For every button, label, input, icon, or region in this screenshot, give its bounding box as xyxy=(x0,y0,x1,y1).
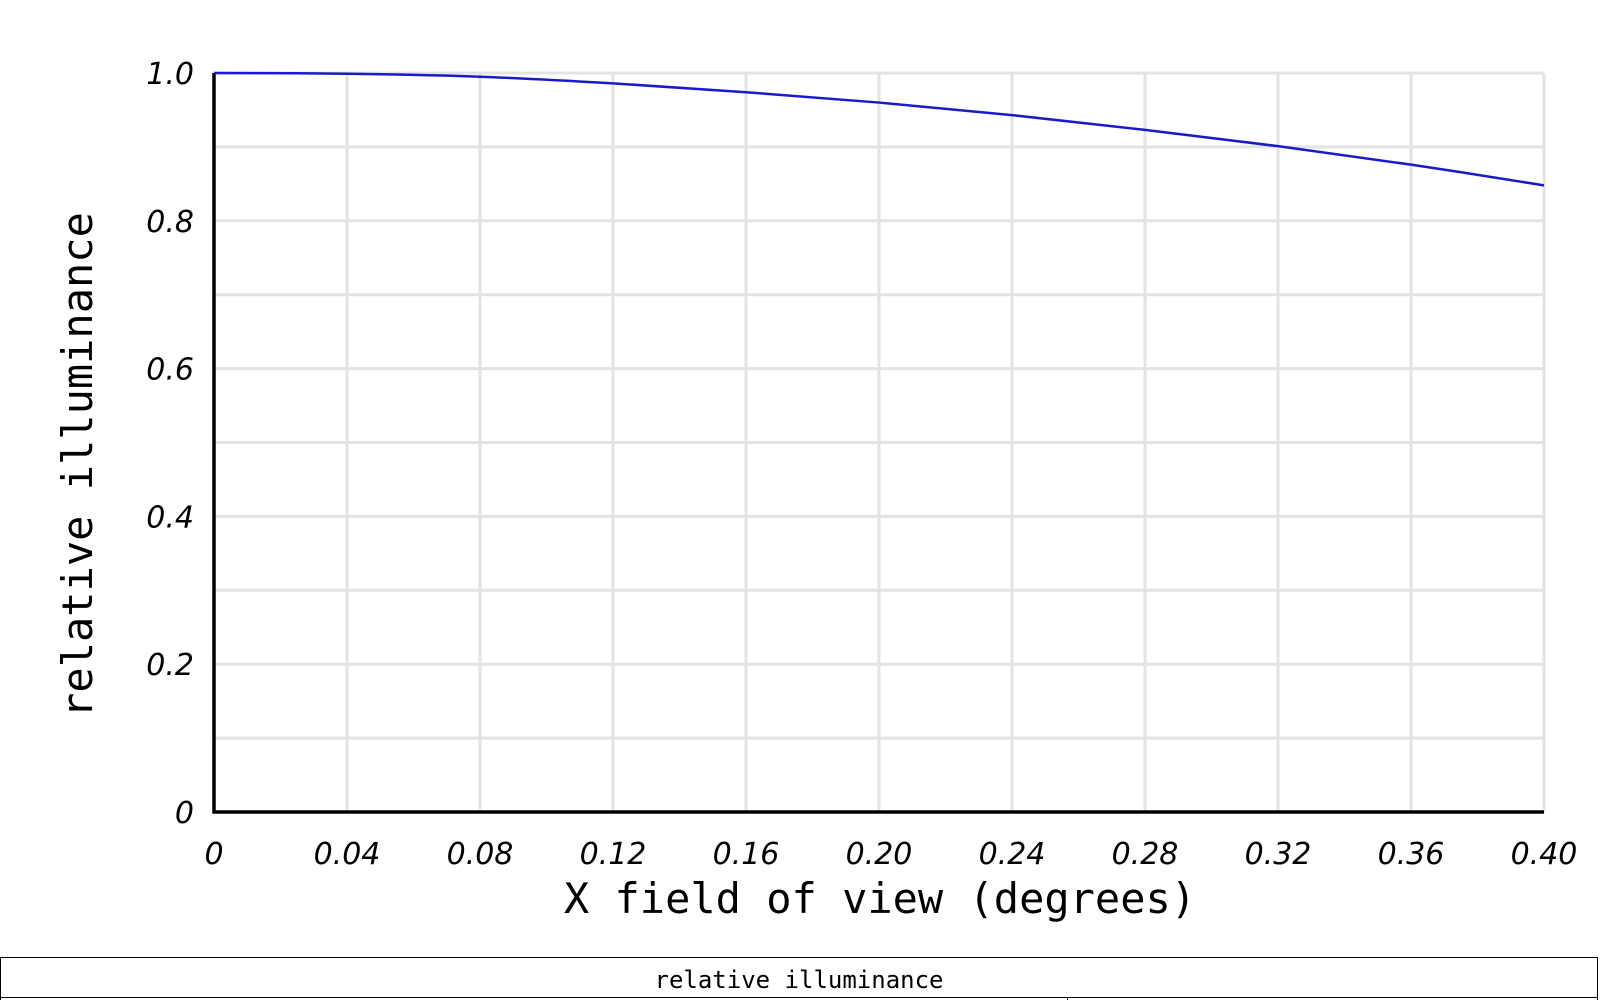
x-tick-label: 0.24 xyxy=(979,837,1046,872)
x-tick-label: 0.12 xyxy=(580,837,647,872)
grid xyxy=(212,71,1546,814)
x-tick-label: 0.32 xyxy=(1245,837,1312,872)
x-tick-label: 0.20 xyxy=(846,837,913,872)
chart: 0 0.04 0.08 0.12 0.16 0.20 0.24 0.28 0.32 0.36 0.4… xyxy=(53,57,1577,923)
axes xyxy=(212,73,1544,814)
legend-table-divider xyxy=(1,997,1597,998)
x-tick-label: 0.08 xyxy=(447,837,514,872)
series-group xyxy=(213,71,1545,187)
y-tick-labels: 0 0.2 0.4 0.6 0.8 1.0 xyxy=(146,57,194,831)
x-tick-label: 0.36 xyxy=(1378,837,1445,872)
x-tick-labels: 0 0.04 0.08 0.12 0.16 0.20 0.24 0.28 0.32 0.36 0.4… xyxy=(204,837,1577,872)
legend-table-column-divider xyxy=(1067,997,1068,1000)
x-axis-title: X field of view (degrees) xyxy=(564,874,1196,923)
y-tick-label: 0 xyxy=(175,796,194,831)
y-tick-label: 0.6 xyxy=(146,353,194,388)
y-tick-label: 1.0 xyxy=(146,57,194,92)
legend-table-title: relative illuminance xyxy=(654,966,944,994)
y-tick-label: 0.4 xyxy=(146,500,194,535)
legend-table: relative illuminance xyxy=(0,957,1598,1000)
x-tick-label: 0.04 xyxy=(314,837,381,872)
y-tick-label: 0.2 xyxy=(146,648,194,683)
y-axis-title: relative illuminance xyxy=(53,212,102,718)
x-tick-label: 0.28 xyxy=(1112,837,1179,872)
y-tick-label: 0.8 xyxy=(146,205,194,240)
x-tick-label: 0.40 xyxy=(1511,837,1578,872)
x-tick-label: 0 xyxy=(204,837,223,872)
x-tick-label: 0.16 xyxy=(713,837,780,872)
series-line xyxy=(213,71,1545,187)
